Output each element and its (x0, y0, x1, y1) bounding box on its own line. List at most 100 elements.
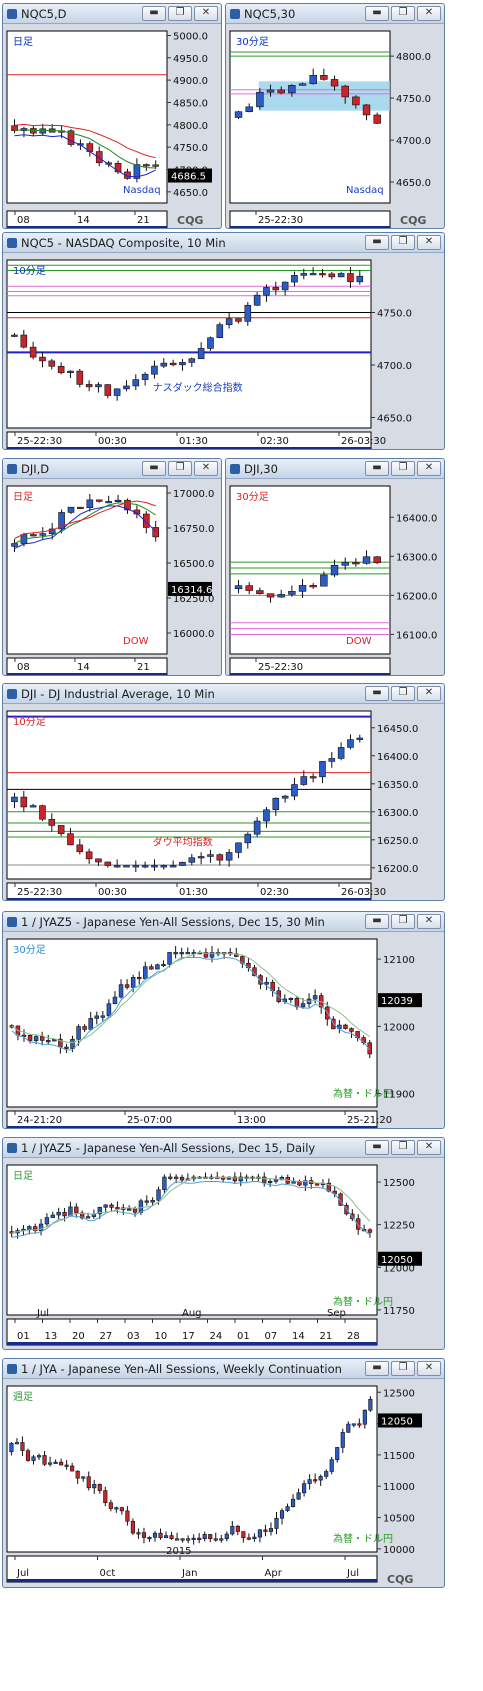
maximize-button[interactable]: ❐ (391, 6, 415, 21)
close-button[interactable]: ✕ (417, 914, 441, 929)
close-button[interactable]: ✕ (417, 1361, 441, 1376)
candle (267, 1180, 273, 1184)
chart-plot[interactable]: 30分足 Nasdaq 4800.0 4750.0 4700.0 4650.0 25-22:… (226, 25, 445, 229)
x-tick-label: 25-07:00 (127, 1115, 172, 1126)
candle (303, 1180, 308, 1186)
candle (48, 528, 56, 534)
candle (224, 1533, 229, 1540)
minimize-button[interactable]: ▬ (365, 461, 389, 476)
chart-window-nqc5-10min[interactable]: NQC5 - NASDAQ Composite, 10 Min ▬ ❐ ✕ 10分足… (2, 232, 445, 450)
minimize-button[interactable]: ▬ (142, 461, 166, 476)
month-label: Aug (182, 1308, 202, 1319)
y-tick-label: 16300.0 (396, 552, 437, 563)
chart-plot[interactable]: 週足為替・ドル円12500120001150011000105001000012… (3, 1380, 445, 1588)
watermark-label: 為替・ドル円 (333, 1087, 393, 1100)
minimize-button[interactable]: ▬ (365, 1140, 389, 1155)
chart-window-jyaz5-daily[interactable]: 1 / JYAZ5 - Japanese Yen-All Sessions, D… (2, 1137, 445, 1350)
window-title: NQC5 - NASDAQ Composite, 10 Min (21, 236, 226, 250)
close-button[interactable]: ✕ (417, 1140, 441, 1155)
close-button[interactable]: ✕ (417, 686, 441, 701)
title-bar[interactable]: NQC5,D ▬ ❐ ✕ (3, 4, 221, 24)
plot-area (6, 485, 168, 655)
candle (67, 130, 75, 145)
close-button[interactable]: ✕ (194, 461, 218, 476)
x-tick-label: 08 (17, 215, 30, 226)
candle (105, 501, 112, 504)
candle (188, 358, 196, 363)
chart-window-nqc5-30min[interactable]: NQC5,30 ▬ ❐ ✕ 30分足 Nasdaq 4800.0 4750.0 4700.0… (225, 3, 445, 229)
y-tick-label: 12500 (383, 1178, 415, 1189)
chart-window-dji-daily[interactable]: DJI,D ▬ ❐ ✕ 日足 DOW 17000.0 16750.0 16500.0 1625… (2, 458, 222, 676)
x-tick-label: 24-21:20 (17, 1115, 62, 1126)
maximize-button[interactable]: ❐ (168, 461, 192, 476)
close-button[interactable]: ✕ (417, 235, 441, 250)
maximize-button[interactable]: ❐ (391, 1140, 415, 1155)
chart-window-nqc5-daily[interactable]: NQC5,D ▬ ❐ ✕ 日足 Nasdaq 5000.0 4950.0 4900.0 485… (2, 3, 222, 229)
title-bar[interactable]: 1 / JYAZ5 - Japanese Yen-All Sessions, D… (3, 1138, 444, 1158)
maximize-button[interactable]: ❐ (391, 686, 415, 701)
minimize-button[interactable]: ▬ (365, 1361, 389, 1376)
candle (39, 1036, 45, 1041)
minimize-button[interactable]: ▬ (365, 914, 389, 929)
candle (272, 287, 280, 291)
candle (158, 1532, 163, 1539)
candle (144, 1200, 149, 1203)
candle (186, 1538, 191, 1541)
title-bar[interactable]: DJI - DJ Industrial Average, 10 Min ▬ ❐ ✕ (3, 684, 444, 704)
minimize-button[interactable]: ▬ (365, 235, 389, 250)
title-bar[interactable]: NQC5,30 ▬ ❐ ✕ (226, 4, 444, 24)
candle (268, 1528, 274, 1532)
candle (95, 499, 103, 502)
maximize-button[interactable]: ❐ (391, 461, 415, 476)
candle (33, 1036, 39, 1041)
chart-plot[interactable]: 日足 DOW 17000.0 16750.0 16500.0 16250.0 16000.0… (3, 480, 222, 676)
y-tick-label: 4850.0 (173, 98, 208, 109)
close-button[interactable]: ✕ (417, 461, 441, 476)
maximize-button[interactable]: ❐ (168, 6, 192, 21)
candle (130, 1520, 135, 1534)
close-button[interactable]: ✕ (417, 6, 441, 21)
title-bar[interactable]: 1 / JYA - Japanese Yen-All Sessions, Wee… (3, 1359, 444, 1379)
chart-window-jyaz5-30min[interactable]: 1 / JYAZ5 - Japanese Yen-All Sessions, D… (2, 911, 445, 1129)
last-price-label: 16314.6 (171, 585, 212, 596)
candle (132, 379, 140, 387)
chart-plot[interactable]: 日足 Nasdaq 5000.0 4950.0 4900.0 4850.0 4800.0 47… (3, 25, 222, 229)
candle (330, 564, 339, 576)
close-button[interactable]: ✕ (194, 6, 218, 21)
candle (197, 856, 205, 859)
candle (123, 865, 130, 868)
x-axis-strip (6, 882, 372, 900)
candle (277, 594, 285, 598)
candle (281, 281, 289, 291)
x-tick-label: 26-03:30 (341, 436, 386, 447)
minimize-button[interactable]: ▬ (365, 686, 389, 701)
candle (167, 952, 172, 965)
title-bar[interactable]: 1 / JYAZ5 - Japanese Yen-All Sessions, D… (3, 912, 444, 932)
candle (173, 952, 178, 955)
app-icon (7, 689, 17, 699)
maximize-button[interactable]: ❐ (391, 1361, 415, 1376)
chart-window-dji-30min[interactable]: DJI,30 ▬ ❐ ✕ 30分足 DOW 16400.0 16300.0 16200.0 1… (225, 458, 445, 676)
candle (59, 1461, 64, 1466)
title-bar[interactable]: DJI,D ▬ ❐ ✕ (3, 459, 221, 479)
candle (356, 275, 364, 283)
candle (288, 997, 294, 1001)
chart-window-dji-10min[interactable]: DJI - DJ Industrial Average, 10 Min ▬ ❐ ✕ … (2, 683, 445, 901)
candle (125, 1510, 130, 1522)
chart-plot[interactable]: 30分足 DOW 16400.0 16300.0 16200.0 16100.0 25-22… (226, 480, 445, 676)
title-bar[interactable]: NQC5 - NASDAQ Composite, 10 Min ▬ ❐ ✕ (3, 233, 444, 253)
minimize-button[interactable]: ▬ (365, 6, 389, 21)
chart-window-jya-weekly[interactable]: 1 / JYA - Japanese Yen-All Sessions, Wee… (2, 1358, 445, 1588)
maximize-button[interactable]: ❐ (391, 914, 415, 929)
candle (352, 562, 360, 565)
minimize-button[interactable]: ▬ (142, 6, 166, 21)
month-label: Sep (327, 1308, 346, 1319)
title-bar[interactable]: DJI,30 ▬ ❐ ✕ (226, 459, 444, 479)
y-tick-label: 4650.0 (396, 178, 431, 189)
maximize-button[interactable]: ❐ (391, 235, 415, 250)
cqg-logo: CQG (177, 214, 203, 227)
